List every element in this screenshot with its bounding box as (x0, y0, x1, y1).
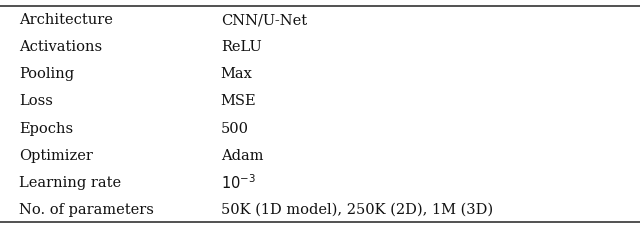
Text: Epochs: Epochs (19, 121, 74, 135)
Text: Loss: Loss (19, 94, 53, 108)
Text: CNN/U-Net: CNN/U-Net (221, 13, 307, 27)
Text: 50K (1D model), 250K (2D), 1M (3D): 50K (1D model), 250K (2D), 1M (3D) (221, 202, 493, 216)
Text: Optimizer: Optimizer (19, 148, 93, 162)
Text: ReLU: ReLU (221, 40, 262, 54)
Text: Activations: Activations (19, 40, 102, 54)
Text: MSE: MSE (221, 94, 257, 108)
Text: No. of parameters: No. of parameters (19, 202, 154, 216)
Text: Adam: Adam (221, 148, 263, 162)
Text: $10^{-3}$: $10^{-3}$ (221, 172, 256, 191)
Text: Learning rate: Learning rate (19, 175, 122, 189)
Text: Architecture: Architecture (19, 13, 113, 27)
Text: 500: 500 (221, 121, 249, 135)
Text: Max: Max (221, 67, 253, 81)
Text: Pooling: Pooling (19, 67, 74, 81)
